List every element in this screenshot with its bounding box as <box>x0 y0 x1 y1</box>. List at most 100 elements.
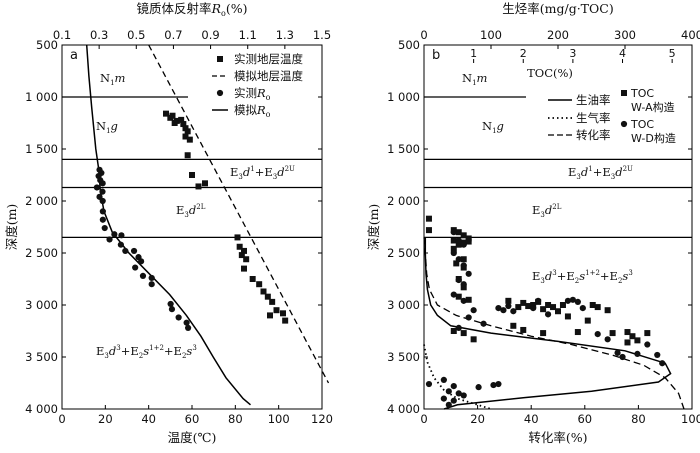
measured-ro-point <box>132 264 139 271</box>
formation-var: d <box>545 269 552 283</box>
toc-wa-point <box>624 339 631 346</box>
toc-wd-point <box>455 276 462 284</box>
formation-var: d <box>243 165 250 179</box>
formation-sup: 2U <box>623 165 633 173</box>
toc-wa-point <box>564 313 571 320</box>
legend-label: 实测地层温度 <box>234 52 303 66</box>
text-part: 模拟 <box>234 103 257 117</box>
legend-label: 生油率 <box>576 93 611 107</box>
measured-temperature-point <box>264 293 271 300</box>
legend-label: TOC <box>630 87 654 100</box>
y-tick-label: 2 000 <box>25 194 58 208</box>
measured-ro-point <box>106 236 113 243</box>
y-tick-label: 2 000 <box>387 194 420 208</box>
top-axis-label-var: R <box>211 1 221 16</box>
measured-temperature-point <box>189 172 195 178</box>
toc-wa-point <box>520 299 527 306</box>
toc-wa-point <box>460 256 467 263</box>
toc-wd-point <box>510 308 517 315</box>
formation-sup: 1+2 <box>585 269 600 277</box>
legend-circle-marker <box>620 120 628 128</box>
formation-var: d <box>581 165 588 179</box>
toc-wa-point <box>634 337 641 344</box>
measured-temperature-point <box>273 307 280 314</box>
y-axis-label: 深度(m) <box>4 204 19 251</box>
toc-wa-point <box>555 308 561 315</box>
toc-wa-point <box>460 232 467 239</box>
top-axis-label-main: 镜质体反射率 <box>137 1 212 16</box>
measured-ro-point <box>93 184 101 191</box>
toc-wa-point <box>460 330 467 337</box>
formation-sub: 2 <box>182 352 186 360</box>
panel-b: 0 20 40 60 80 100 转化率(%) 0 100 200 300 400 生烃率(mg/g·… <box>366 1 700 445</box>
toc-wa-point <box>465 296 472 303</box>
measured-temperature-point <box>256 281 263 288</box>
formation-var: s <box>186 344 192 358</box>
formation-label: E3d2L​ <box>532 203 562 219</box>
x-tick-label: 60 <box>185 412 200 426</box>
measured-ro-point <box>185 324 192 331</box>
toc-wa-point <box>450 237 457 244</box>
measured-ro-point <box>130 247 138 255</box>
top-tick-label: 300 <box>614 28 636 42</box>
measured-temperature-point <box>182 125 189 132</box>
formation-var: d <box>189 203 196 217</box>
measured-ro-point <box>167 300 174 308</box>
toc-wa-point <box>453 260 460 267</box>
x-tick-label: 0 <box>420 412 427 426</box>
formation-label: E3d2L​ <box>176 203 206 219</box>
oil-generation-rate-line <box>424 237 672 410</box>
top-tick-label: 0.7 <box>164 28 182 42</box>
measured-temperature-point <box>202 180 208 187</box>
formation-sup: 2L <box>552 203 561 211</box>
toc-wd-point <box>450 229 457 236</box>
toc-wd-point <box>445 388 452 395</box>
formation-letter: N <box>100 71 110 85</box>
x-tick-label: 0 <box>58 412 65 426</box>
measured-ro-point <box>99 208 106 215</box>
toc-wa-point <box>450 245 457 252</box>
formation-sub: 3 <box>540 277 544 285</box>
formation-letter: E <box>230 165 238 179</box>
measured-temperature-point <box>238 252 245 259</box>
top-tick-label: 0.9 <box>201 28 219 42</box>
formation-var: d <box>615 165 622 179</box>
x-tick-label: 20 <box>98 412 113 426</box>
formation-label: E3d3​+E2s1+2​+E2s3​ <box>532 269 633 285</box>
toc-wa-point <box>559 302 566 308</box>
formation-sup: 1 <box>588 165 592 173</box>
toc-wd-point <box>465 270 472 277</box>
toc-wd-point <box>495 305 502 312</box>
measured-temperature-point <box>282 317 289 324</box>
panel-label: b <box>432 48 440 63</box>
formation-var: d <box>109 344 116 358</box>
measured-ro-point <box>175 314 182 321</box>
toc-wa-point <box>545 302 552 308</box>
formation-sup: 3 <box>192 344 196 352</box>
toc-wd-point <box>450 383 457 390</box>
measured-temperature-point <box>243 256 250 263</box>
toc-wd-point <box>440 376 447 383</box>
formation-sub: 3 <box>576 173 580 181</box>
toc-wd-point <box>450 397 457 404</box>
toc-wd-point <box>579 305 586 312</box>
measured-temperature-point <box>234 234 241 241</box>
top-tick-label: 0.3 <box>90 28 108 42</box>
formation-sub: 3 <box>273 173 277 181</box>
toc-wa-point <box>540 306 547 313</box>
toc-wd-point <box>604 336 611 343</box>
toc-wa-point <box>629 333 636 340</box>
measured-temperature-point <box>269 298 276 305</box>
y-axis-label: 深度(m) <box>366 204 381 251</box>
formation-var: d <box>277 165 284 179</box>
toc-wa-point <box>574 329 581 336</box>
measured-temperature-point <box>195 183 202 190</box>
legend-label: 生气率 <box>576 111 611 125</box>
toc-wa-point <box>584 317 591 324</box>
y-tick-label: 4 000 <box>25 402 58 416</box>
formation-label: E3d1​+E3d2U​ <box>568 165 633 181</box>
toc-wa-point <box>460 284 467 291</box>
y-tick-label: 4 000 <box>387 402 420 416</box>
top-axis-label: 镜质体反射率Ro(%) <box>137 1 248 18</box>
